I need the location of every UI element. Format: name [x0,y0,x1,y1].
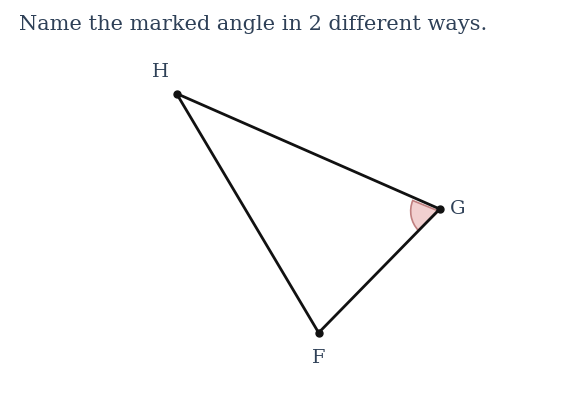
Text: F: F [312,349,325,367]
Text: Name the marked angle in 2 different ways.: Name the marked angle in 2 different way… [19,15,487,34]
Text: H: H [152,63,168,81]
Wedge shape [411,201,439,230]
Text: G: G [451,200,466,218]
